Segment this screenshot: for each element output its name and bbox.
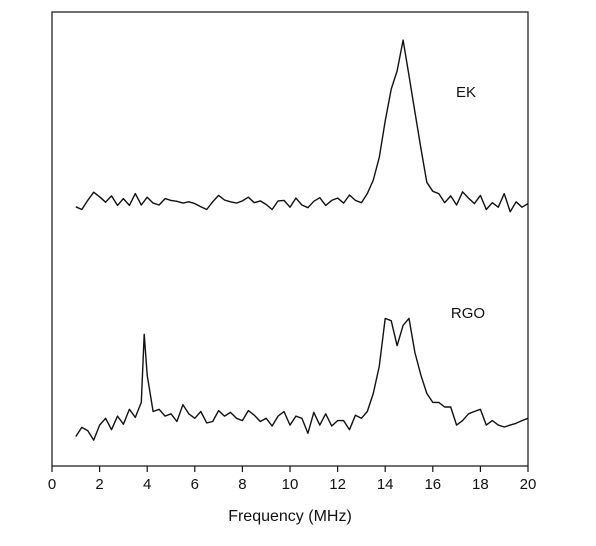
series-label-rgo: RGO	[451, 305, 485, 322]
x-tick-label-12: 12	[329, 476, 346, 493]
x-axis-label: Frequency (MHz)	[228, 508, 352, 525]
series-line-ek	[75, 39, 529, 213]
x-tick-label-6: 6	[191, 476, 199, 493]
x-tick-label-8: 8	[238, 476, 246, 493]
x-tick-label-18: 18	[472, 476, 489, 493]
x-tick-label-10: 10	[282, 476, 299, 493]
x-axis-ticks	[51, 466, 529, 472]
series-label-ek: EK	[456, 84, 476, 101]
x-tick-label-20: 20	[520, 476, 537, 493]
x-tick-label-14: 14	[377, 476, 394, 493]
x-tick-label-4: 4	[143, 476, 151, 493]
series-lines	[75, 39, 529, 441]
x-tick-label-0: 0	[48, 476, 56, 493]
x-tick-label-2: 2	[95, 476, 103, 493]
plot-frame	[51, 11, 529, 467]
series-line-rgo	[75, 317, 529, 441]
x-axis-tick-labels: 0 2 4 6 8 10 12 14 16 18 20	[48, 476, 537, 493]
x-tick-label-16: 16	[424, 476, 441, 493]
